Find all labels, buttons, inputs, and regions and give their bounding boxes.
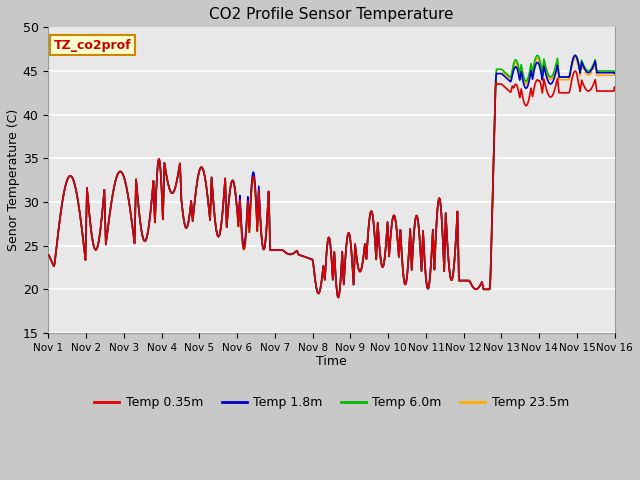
X-axis label: Time: Time [316, 356, 347, 369]
Text: TZ_co2prof: TZ_co2prof [54, 39, 132, 52]
Legend: Temp 0.35m, Temp 1.8m, Temp 6.0m, Temp 23.5m: Temp 0.35m, Temp 1.8m, Temp 6.0m, Temp 2… [89, 391, 574, 414]
Y-axis label: Senor Temperature (C): Senor Temperature (C) [7, 109, 20, 251]
Title: CO2 Profile Sensor Temperature: CO2 Profile Sensor Temperature [209, 7, 454, 22]
